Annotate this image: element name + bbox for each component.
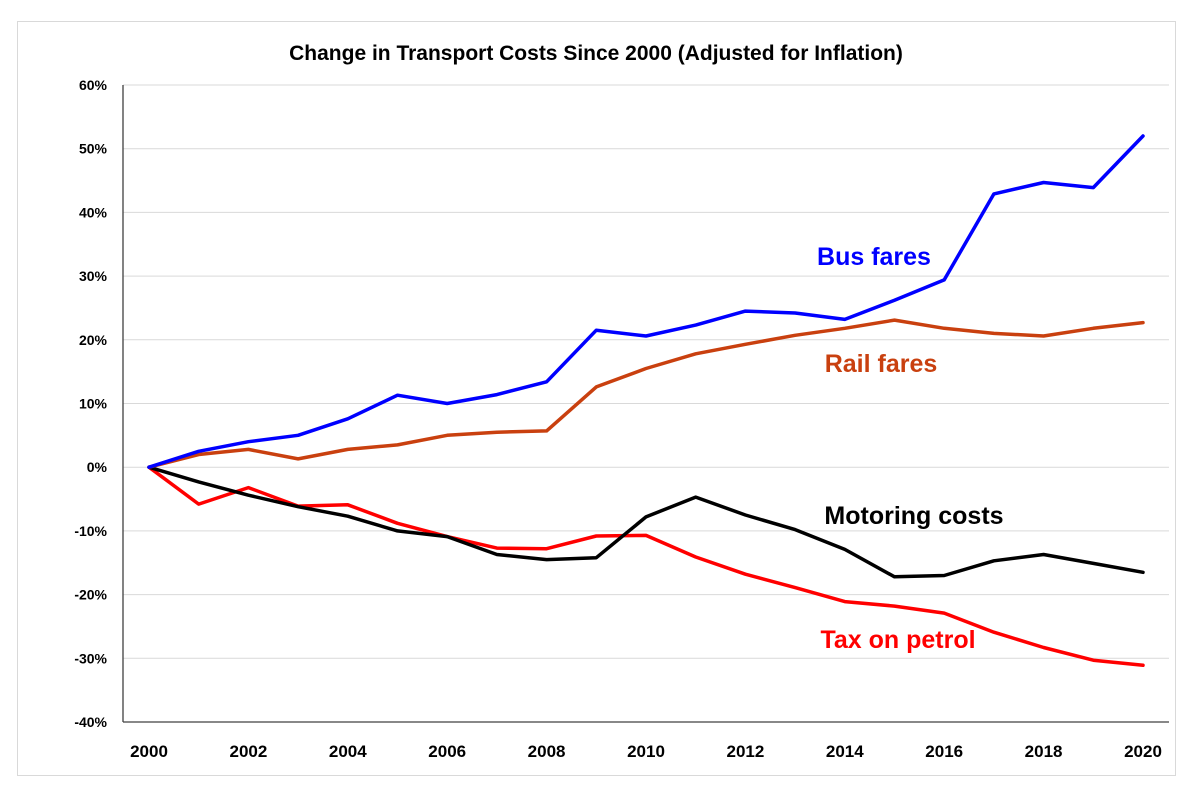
y-tick-label: 40%: [79, 204, 108, 220]
series-label-rail-fares: Rail fares: [825, 350, 938, 378]
series-line-tax-on-petrol: [147, 465, 1145, 668]
y-tick-label: 30%: [79, 268, 108, 284]
chart-frame: [17, 21, 1176, 776]
y-axis-ticks: 60% 50% 40% 30% 20% 10% 0% -10% -20% -30% -40%: [74, 77, 107, 730]
y-tick-label: -10%: [74, 523, 107, 539]
y-tick-label: 50%: [79, 141, 108, 157]
x-tick-label: 2000: [130, 742, 168, 761]
x-tick-label: 2020: [1124, 742, 1162, 761]
y-tick-label: 10%: [79, 396, 108, 412]
series-label-tax-on-petrol: Tax on petrol: [820, 626, 975, 654]
x-tick-label: 2012: [726, 742, 764, 761]
series-label-motoring-costs: Motoring costs: [824, 502, 1003, 530]
y-tick-label: 60%: [79, 77, 108, 93]
x-tick-label: 2014: [826, 742, 864, 761]
y-tick-label: -30%: [74, 650, 107, 666]
series-labels: Bus fares Rail fares Motoring costs Tax on …: [817, 243, 1004, 654]
series-line-motoring-costs: [147, 465, 1145, 579]
x-tick-label: 2010: [627, 742, 665, 761]
x-tick-label: 2016: [925, 742, 963, 761]
x-tick-label: 2008: [528, 742, 566, 761]
x-axis-ticks: 2000 2002 2004 2006 2008 2010 2012 2014 2016 2018…: [130, 742, 1162, 761]
y-tick-label: 20%: [79, 332, 108, 348]
series-line-rail-fares: [147, 318, 1145, 469]
y-tick-label: -20%: [74, 587, 107, 603]
y-tick-label: -40%: [74, 714, 107, 730]
x-tick-label: 2002: [229, 742, 267, 761]
series-line-bus-fares: [147, 134, 1145, 469]
y-tick-label: 0%: [87, 459, 108, 475]
axes: [122, 85, 1169, 723]
series-label-bus-fares: Bus fares: [817, 243, 931, 271]
x-tick-label: 2004: [329, 742, 367, 761]
x-tick-label: 2018: [1025, 742, 1063, 761]
chart-title: Change in Transport Costs Since 2000 (Ad…: [289, 42, 903, 65]
series-lines: [147, 134, 1145, 668]
x-tick-label: 2006: [428, 742, 466, 761]
gridlines: [123, 84, 1169, 659]
